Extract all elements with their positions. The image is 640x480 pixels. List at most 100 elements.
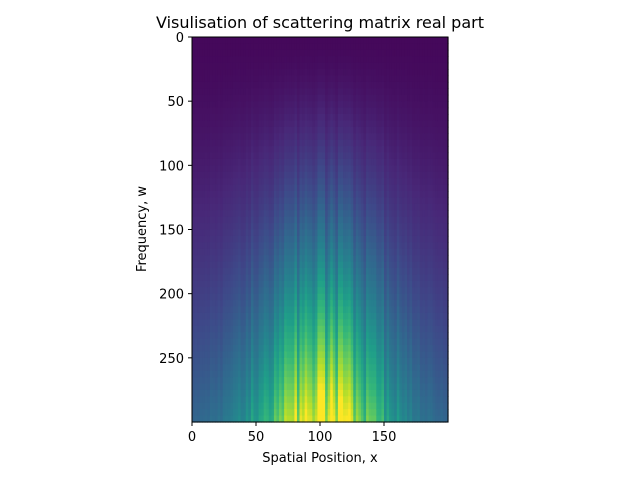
heatmap-cell: [309, 69, 313, 77]
heatmap-cell: [302, 75, 306, 83]
heatmap-cell: [314, 351, 319, 359]
heatmap-cell: [360, 293, 365, 301]
heatmap-cell: [366, 357, 370, 365]
heatmap-cell: [307, 75, 311, 83]
heatmap-cell: [312, 114, 316, 122]
heatmap-cell: [227, 94, 231, 102]
heatmap-cell: [296, 158, 301, 166]
heatmap-cell: [302, 287, 306, 295]
heatmap-cell: [350, 409, 354, 417]
heatmap-cell: [340, 88, 344, 96]
heatmap-cell: [253, 261, 257, 269]
heatmap-cell: [291, 37, 295, 45]
heatmap-cell: [207, 165, 211, 173]
heatmap-cell: [238, 56, 242, 64]
heatmap-cell: [207, 377, 211, 385]
heatmap-cell: [396, 146, 400, 154]
heatmap-cell: [256, 210, 260, 218]
heatmap-cell: [222, 261, 226, 269]
heatmap-cell: [314, 158, 319, 166]
heatmap-cell: [294, 101, 298, 109]
heatmap-cell: [335, 300, 339, 308]
heatmap-cell: [327, 357, 331, 365]
heatmap-cell: [271, 389, 275, 397]
heatmap-cell: [273, 191, 278, 199]
heatmap-cell: [330, 280, 334, 288]
heatmap-cell: [348, 62, 352, 70]
heatmap-cell: [399, 248, 403, 256]
heatmap-cell: [248, 191, 252, 199]
heatmap-cell: [217, 229, 221, 237]
heatmap-cell: [330, 319, 334, 327]
heatmap-cell: [360, 158, 365, 166]
heatmap-cell: [284, 377, 288, 385]
heatmap-cell: [235, 370, 239, 378]
heatmap-cell: [230, 351, 234, 359]
heatmap-cell: [238, 402, 242, 410]
heatmap-cell: [222, 81, 226, 89]
heatmap-cell: [381, 88, 385, 96]
heatmap-cell: [271, 255, 275, 263]
heatmap-cell: [266, 300, 270, 308]
heatmap-cell: [304, 383, 308, 391]
heatmap-cell: [366, 402, 370, 410]
heatmap-cell: [192, 396, 196, 404]
heatmap-cell: [299, 280, 303, 288]
heatmap-cell: [225, 37, 229, 45]
heatmap-cell: [284, 171, 288, 179]
heatmap-cell: [212, 216, 216, 224]
heatmap-cell: [238, 191, 242, 199]
heatmap-cell: [273, 88, 278, 96]
heatmap-cell: [302, 377, 306, 385]
heatmap-cell: [263, 364, 267, 372]
heatmap-cell: [279, 146, 283, 154]
heatmap-cell: [253, 415, 257, 423]
heatmap-cell: [220, 107, 224, 115]
heatmap-cell: [276, 184, 280, 192]
heatmap-cell: [253, 377, 257, 385]
heatmap-cell: [220, 312, 224, 320]
heatmap-cell: [217, 389, 221, 397]
heatmap-cell: [330, 210, 334, 218]
heatmap-cell: [202, 325, 206, 333]
heatmap-cell: [232, 268, 237, 276]
heatmap-cell: [401, 191, 406, 199]
heatmap-cell: [217, 248, 221, 256]
heatmap-cell: [391, 306, 395, 314]
heatmap-cell: [353, 56, 357, 64]
heatmap-cell: [263, 268, 267, 276]
heatmap-cell: [240, 184, 244, 192]
heatmap-cell: [202, 293, 206, 301]
heatmap-cell: [317, 81, 321, 89]
heatmap-cell: [309, 248, 313, 256]
heatmap-cell: [378, 210, 383, 218]
heatmap-cell: [222, 184, 226, 192]
heatmap-cell: [378, 409, 383, 417]
heatmap-cell: [335, 293, 339, 301]
heatmap-cell: [337, 268, 342, 276]
heatmap-cell: [335, 178, 339, 186]
heatmap-cell: [394, 332, 398, 340]
heatmap-cell: [381, 402, 385, 410]
heatmap-cell: [376, 229, 380, 237]
heatmap-cell: [320, 152, 324, 160]
heatmap-cell: [212, 235, 216, 243]
heatmap-cell: [378, 396, 383, 404]
heatmap-cell: [309, 293, 313, 301]
heatmap-cell: [317, 120, 321, 128]
heatmap-cell: [302, 88, 306, 96]
heatmap-cell: [317, 107, 321, 115]
heatmap-cell: [325, 152, 329, 160]
heatmap-cell: [240, 312, 244, 320]
heatmap-cell: [263, 43, 267, 51]
heatmap-cell: [348, 274, 352, 282]
heatmap-cell: [378, 274, 383, 282]
heatmap-cell: [220, 139, 224, 147]
heatmap-cell: [340, 338, 344, 346]
heatmap-cell: [384, 345, 388, 353]
heatmap-cell: [312, 126, 316, 134]
heatmap-cell: [248, 287, 252, 295]
heatmap-cell: [335, 268, 339, 276]
heatmap-cell: [350, 306, 354, 314]
heatmap-cell: [368, 402, 372, 410]
